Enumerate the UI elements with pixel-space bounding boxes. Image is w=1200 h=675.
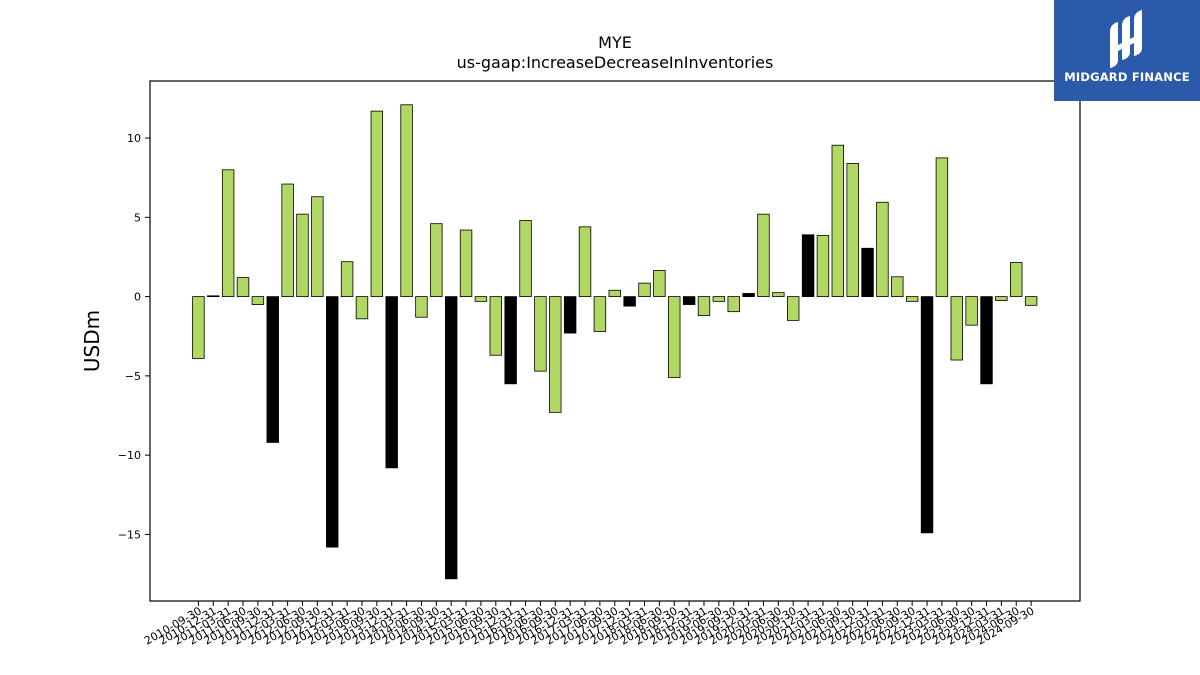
bar-2019-03-31 xyxy=(697,296,711,317)
bar-2019-06-30 xyxy=(712,296,726,302)
bar-2020-03-31 xyxy=(757,213,770,298)
bar-2017-09-30 xyxy=(608,289,621,298)
bar-2010-09-30 xyxy=(192,296,205,359)
bar-2013-03-31 xyxy=(340,261,354,298)
bar-2010-12-31 xyxy=(207,295,220,298)
bar-2021-09-30 xyxy=(846,163,859,298)
bar-2012-03-31 xyxy=(281,183,294,298)
bar-2013-06-30 xyxy=(355,296,369,320)
bar-2011-09-30 xyxy=(251,296,265,305)
bars-group xyxy=(192,104,1038,580)
x-axis-ticks: 2010-09-302010-12-312011-03-312011-06-30… xyxy=(142,601,1037,648)
bar-2018-09-30 xyxy=(668,296,681,378)
bar-2016-09-30 xyxy=(549,296,562,413)
y-tick-label: −5 xyxy=(125,370,141,383)
bar-2022-12-31 xyxy=(920,296,934,534)
bar-2014-03-31 xyxy=(400,104,413,298)
bar-2015-09-30 xyxy=(489,296,503,356)
bar-2012-06-30 xyxy=(296,213,309,298)
bar-2018-12-31 xyxy=(682,296,696,305)
chart-title: MYE xyxy=(598,33,632,52)
bar-2015-03-31 xyxy=(459,229,473,298)
bar-2023-12-31 xyxy=(980,296,993,385)
bar-2015-12-31 xyxy=(504,296,517,385)
bar-2012-12-31 xyxy=(326,296,339,548)
bar-2023-06-30 xyxy=(950,296,963,361)
bar-2023-09-30 xyxy=(965,296,978,326)
logo-text: MIDGARD FINANCE xyxy=(1064,70,1190,84)
y-tick-label: 0 xyxy=(134,291,141,304)
bar-2017-03-31 xyxy=(578,226,592,298)
bar-2019-09-30 xyxy=(727,296,740,313)
bar-2020-12-31 xyxy=(801,234,815,298)
bar-2014-12-31 xyxy=(444,296,458,580)
bar-2023-03-31 xyxy=(935,157,949,298)
bar-2022-03-31 xyxy=(876,201,889,298)
y-axis-label: USDm xyxy=(80,310,104,372)
bar-2018-06-30 xyxy=(653,270,666,298)
bar-2013-09-30 xyxy=(370,110,384,298)
bar-2011-06-30 xyxy=(236,277,250,298)
bar-2014-06-30 xyxy=(415,296,428,318)
bar-2012-09-30 xyxy=(311,196,324,298)
bar-2016-12-31 xyxy=(563,296,577,334)
bar-2019-12-31 xyxy=(742,293,755,298)
bar-2016-03-31 xyxy=(519,220,532,298)
bar-2024-09-30 xyxy=(1024,296,1038,306)
y-tick-label: 5 xyxy=(134,211,141,224)
bar-2022-09-30 xyxy=(905,296,919,302)
bar-2011-03-31 xyxy=(221,169,235,298)
bar-2021-06-30 xyxy=(831,144,845,298)
bar-2021-12-31 xyxy=(861,247,874,298)
chart-subtitle: us-gaap:IncreaseDecreaseInInventories xyxy=(457,53,774,72)
bar-2016-06-30 xyxy=(534,296,547,372)
bar-2013-12-31 xyxy=(385,296,398,469)
midgard-logo-icon xyxy=(1110,10,1142,68)
y-tick-label: −10 xyxy=(118,449,141,462)
bar-2024-03-31 xyxy=(995,296,1008,301)
bar-2020-09-30 xyxy=(787,296,800,321)
y-axis-ticks: 10 5 0 −5 −10 −15 xyxy=(118,132,150,541)
bar-2017-06-30 xyxy=(593,296,607,332)
bar-2014-09-30 xyxy=(430,223,443,298)
bar-2024-06-30 xyxy=(1010,262,1023,298)
plot-frame xyxy=(149,80,1081,602)
bar-2017-12-31 xyxy=(623,296,636,307)
bar-2022-06-30 xyxy=(891,276,904,298)
bar-2021-03-31 xyxy=(816,235,830,298)
midgard-finance-logo: MIDGARD FINANCE xyxy=(1054,0,1200,101)
y-tick-label: −15 xyxy=(118,528,141,541)
y-tick-label: 10 xyxy=(127,132,141,145)
bar-2020-06-30 xyxy=(772,292,785,298)
bar-2011-12-31 xyxy=(266,296,279,443)
bar-2015-06-30 xyxy=(474,296,488,302)
bar-2018-03-31 xyxy=(638,282,651,298)
